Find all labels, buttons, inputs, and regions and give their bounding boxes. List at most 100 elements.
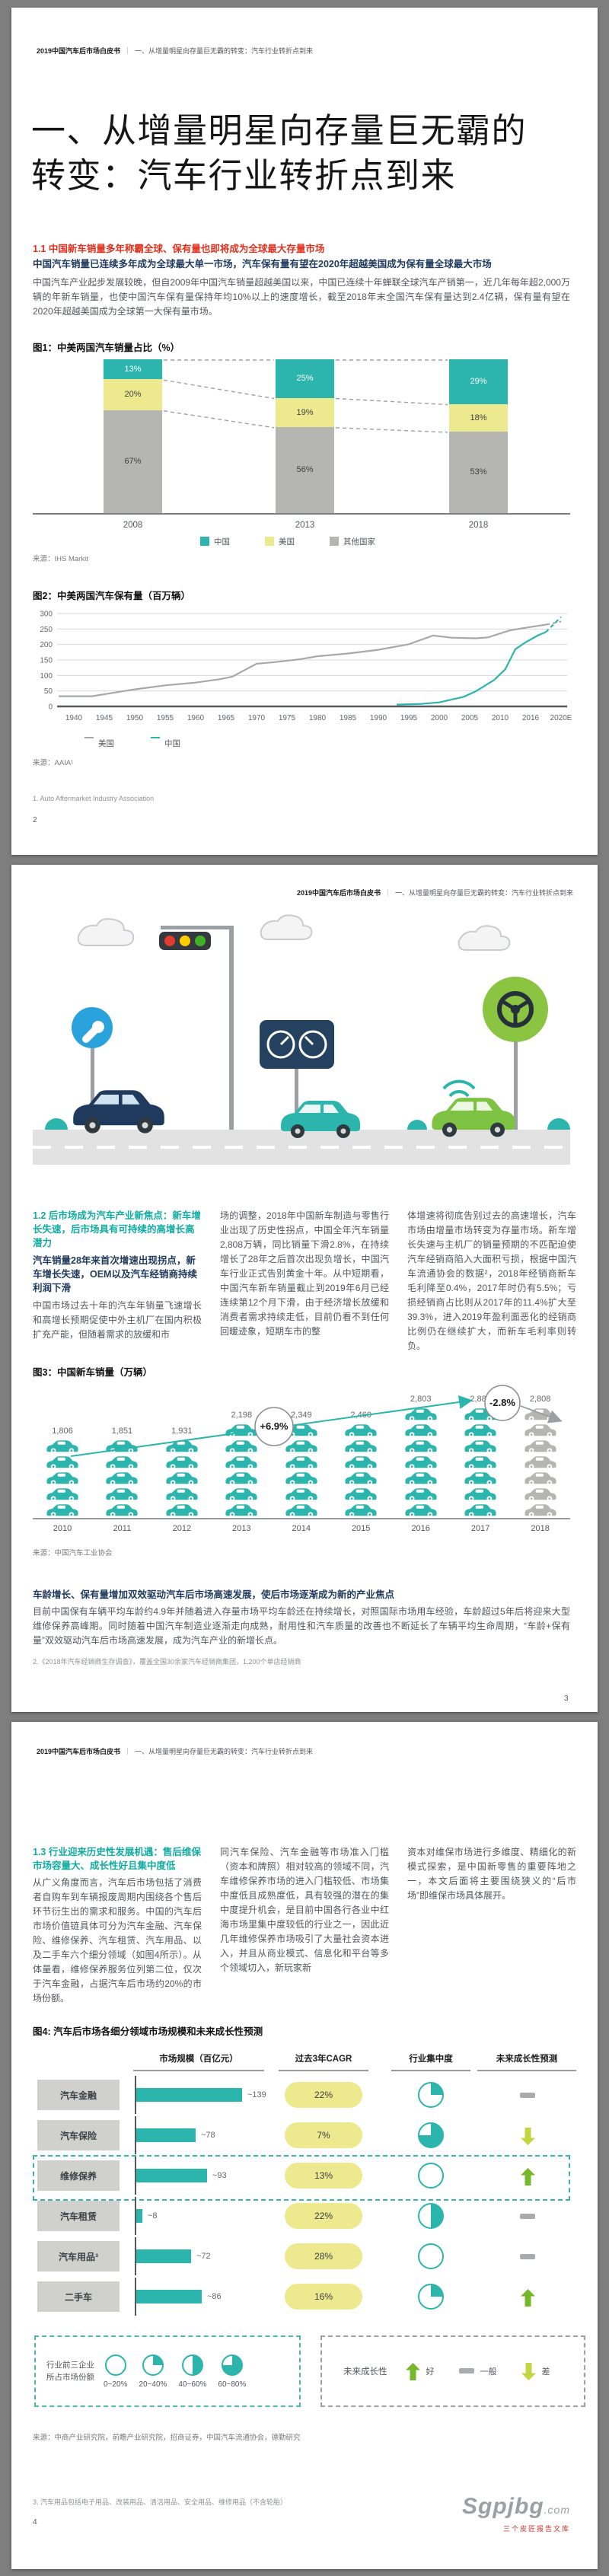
fig2-y-tick: 100 (40, 672, 53, 681)
fig2-x-tick: 2020E (550, 714, 572, 722)
header-book-title: 2019中国汽车后市场白皮书 (37, 1748, 121, 1755)
fig4-row-label: 汽车租赁 (37, 2201, 120, 2231)
fig3-category-label: 2018 (531, 1524, 550, 1533)
fig3-category-label: 2014 (292, 1524, 311, 1533)
fig4-trend-flat (515, 2205, 540, 2229)
teal-car-icon (281, 1101, 360, 1138)
fig4-size-bar (136, 2290, 202, 2303)
car-icon (521, 1487, 560, 1502)
section-1-3-col3: 资本对维保市场进行多维度、精细化的新模式探索，是中国新零售的重要阵地之一，本文后… (407, 1847, 576, 1901)
fig4-size-value: ~78 (201, 2131, 215, 2140)
footnote-1: 1. Auto Aftermarket Industry Association (33, 795, 155, 802)
fig3-value-label: 1,931 (171, 1427, 193, 1436)
car-icon (461, 1471, 500, 1486)
fig4-cagr-value: 22% (285, 2082, 362, 2108)
growth-legend-label: 一般 (480, 2367, 497, 2377)
traffic-light-pole (229, 926, 234, 1133)
pie-icon-0~20% (104, 2354, 126, 2376)
fig3-category-label: 2013 (232, 1524, 251, 1533)
column-1: 1.2 后市场成为汽车产业新焦点：新车增长失速，后市场具有可持续的高增长高潜力 … (33, 1209, 202, 1342)
footnote-3: 3. 汽车用品包括电子用品、改装用品、清洁用品、安全用品、维修用品（不含轮胎） (33, 2498, 288, 2506)
car-icon (282, 1455, 321, 1470)
fig4-concentration-pie-20~40% (418, 2284, 444, 2310)
fig1-legend-item: 中国 (200, 536, 230, 547)
watermark: Sgpjbg.com 三个皮匠报告文库 (462, 2495, 570, 2533)
car-icon (401, 1503, 441, 1518)
fig1-bar-2008: 13% 20% 67% (104, 359, 162, 513)
fig4-size-value: ~72 (196, 2252, 211, 2261)
fig3-category-label: 2015 (351, 1524, 371, 1533)
growth-legend-item: 一般 (458, 2365, 497, 2377)
fig2-x-tick: 2005 (461, 714, 479, 722)
car-icon (401, 1487, 441, 1502)
fig3-pictogram-chart: 1,806 2010 1,851 2011 1,931 2012 2,198 2013 2,34… (33, 1382, 570, 1544)
fig4-size-value: ~86 (207, 2292, 222, 2301)
car-icon (521, 1455, 560, 1470)
fig2-x-tick: 1955 (157, 714, 174, 722)
car-icon (401, 1423, 441, 1438)
fig3-bar-2011: 1,851 (92, 1427, 151, 1518)
header-chapter: 一、从增量明星向存量巨无霸的转变：汽车行业转折点到来 (135, 1748, 314, 1755)
car-icon (43, 1471, 82, 1486)
fig4-row-label: 维修保养 (37, 2160, 120, 2191)
section-1-2-col3: 体增速将彻底告别过去的高速增长，汽车市场由增量市场转变为存量市场。新车增长失速与… (407, 1210, 576, 1351)
header-chapter: 一、从增量明星向存量巨无霸的转变：汽车行业转折点到来 (135, 47, 314, 55)
car-icon (341, 1487, 381, 1502)
car-icon (461, 1439, 500, 1454)
fig4-trend-up (515, 2164, 540, 2189)
trend-flat-icon (520, 2093, 535, 2098)
fig3-value-label: 1,806 (52, 1427, 73, 1436)
fig2-legend-item: 美国 (84, 737, 114, 749)
fig1-category-label: 2013 (295, 521, 315, 530)
fig4-market-table: 市场规模（百亿元） 过去3年CAGR 行业集中度 未来成长性预测 汽车金融 ~139 22%… (33, 2045, 576, 2325)
fig2-x-tick: 1950 (126, 714, 144, 722)
chapter-title: 一、从增量明星向存量巨无霸的 转变：汽车行业转折点到来 (31, 108, 579, 198)
fig1-source: 来源：IHS Markit (33, 555, 88, 563)
fig4-bar-axis (135, 2116, 136, 2154)
watermark-logo: Sgpjbg.com (462, 2494, 570, 2519)
car-icon (461, 1408, 500, 1422)
fig4-size-bar (136, 2088, 242, 2102)
bush-icons (45, 1118, 570, 1130)
fig4-size-bar (136, 2169, 207, 2182)
car-icon (162, 1455, 202, 1470)
concentration-legend-item: 20~40% (139, 2354, 167, 2389)
fig4-cagr-value: 28% (285, 2243, 362, 2269)
trend-flat-icon (520, 2214, 535, 2219)
car-icon (222, 1503, 261, 1518)
car-icon (222, 1455, 261, 1470)
fig4-highlight-box (33, 2155, 570, 2201)
fig3-value-label: 2,198 (231, 1411, 253, 1420)
fig4-row-label: 汽车金融 (37, 2080, 120, 2110)
fig3-bar-2018: 2,808 (511, 1395, 570, 1518)
fig1-segment-value: 18% (470, 413, 487, 422)
fig3-source: 来源：中国汽车工业协会 (33, 1549, 113, 1557)
car-icon (461, 1503, 500, 1518)
fig3-category-label: 2017 (470, 1524, 490, 1533)
fig2-legend: 美国 中国 (84, 737, 180, 749)
fig1-segment-value: 25% (296, 374, 314, 384)
fig1-segment-其他国家: 67% (104, 410, 162, 513)
fig4-size-value: ~139 (247, 2090, 266, 2099)
fig2-y-tick: 250 (40, 626, 53, 634)
trend-up-icon (405, 2362, 420, 2380)
header-book-title: 2019中国汽车后市场白皮书 (37, 47, 121, 55)
page-header: 2019中国汽车后市场白皮书｜一、从增量明星向存量巨无霸的转变：汽车行业转折点到… (37, 1746, 313, 1756)
car-icon (401, 1455, 441, 1470)
section-1-1-subheading: 中国汽车销量已连续多年成为全球最大单一市场，汽车保有量有望在2020年超越美国成… (33, 259, 492, 269)
fig4-title: 图4: 汽车后市场各细分领域市场规模和未来成长性预测 (33, 2026, 263, 2037)
fig2-line-美国 (59, 623, 547, 697)
fig2-legend-item: 中国 (151, 737, 180, 749)
fig4-cagr-value: 7% (285, 2122, 362, 2148)
fig2-line-中国 (396, 631, 547, 706)
fig1-segment-中国: 29% (449, 359, 508, 404)
fig3-title: 图3：中国新车销量（万辆） (33, 1367, 152, 1378)
trend-flat-icon (520, 2254, 535, 2259)
fig4-size-value: ~8 (148, 2211, 158, 2221)
section-1-1-heading: 1.1 中国新车销量多年称霸全球、保有量也即将成为全球最大存量市场 (33, 244, 325, 254)
concentration-legend-title: 行业前三企业 所占市场份额 (46, 2361, 94, 2382)
fig4-concentration-pie-0~20% (418, 2243, 444, 2269)
wrench-sign-icon (72, 1007, 113, 1048)
fig3-bar-2012: 1,931 (152, 1427, 212, 1518)
car-icon (102, 1439, 142, 1454)
